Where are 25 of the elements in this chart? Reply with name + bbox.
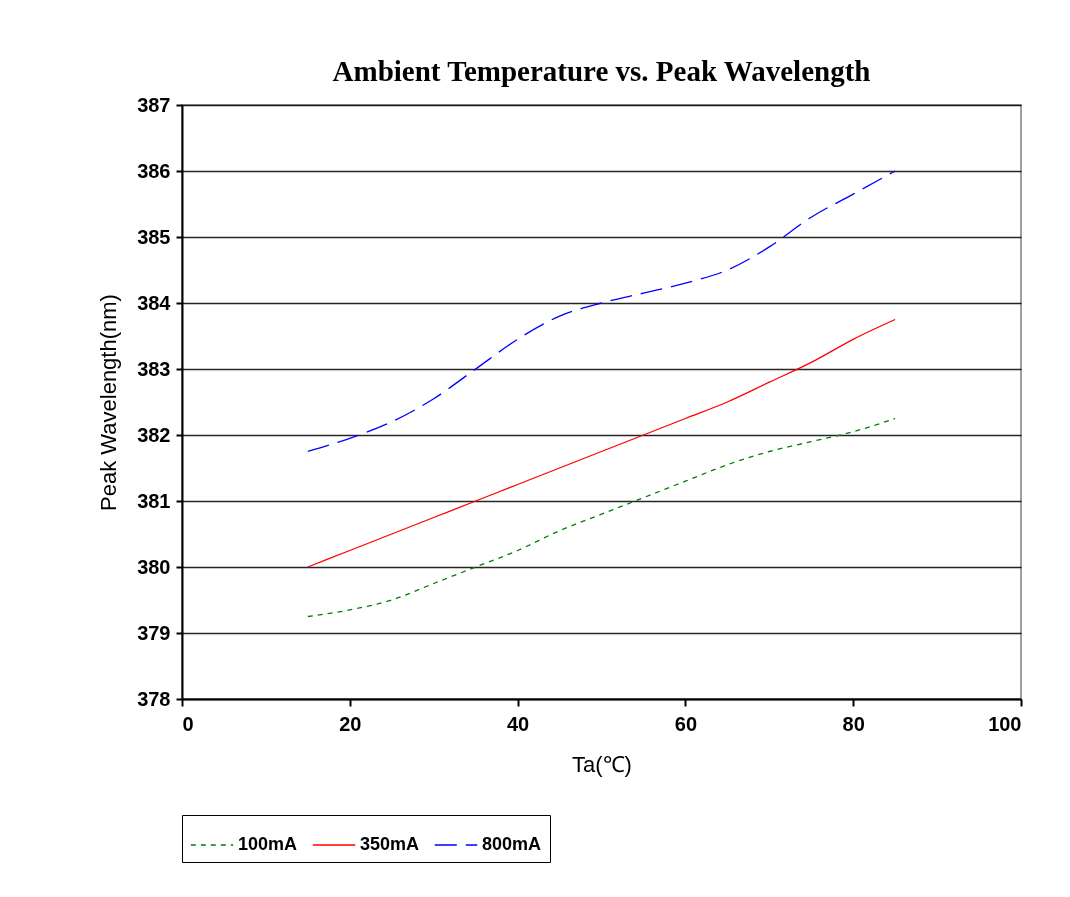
y-tick-label: 379 [137, 621, 171, 644]
line-series [307, 318, 896, 568]
y-tick-label: 387 [137, 93, 171, 116]
y-tick-label: 378 [137, 687, 171, 710]
y-tick-label: 382 [137, 423, 171, 446]
y-tick-label: 385 [137, 225, 171, 248]
x-tick-label: 80 [842, 712, 865, 735]
line-series [307, 417, 896, 618]
x-tick-label: 0 [182, 712, 194, 735]
x-tick-label: 100 [988, 712, 1022, 735]
legend-label: 800mA [482, 834, 542, 854]
y-tick-label: 383 [137, 357, 171, 380]
legend-label: 350mA [360, 834, 420, 854]
x-axis-title: Ta(℃) [572, 751, 632, 777]
y-tick-label: 386 [137, 159, 171, 182]
y-axis-title: Peak Wavelength(nm) [96, 294, 122, 511]
y-tick-label: 384 [137, 291, 172, 314]
chart-title: Ambient Temperature vs. Peak Wavelength [332, 55, 871, 87]
x-tick-label: 20 [339, 712, 362, 735]
x-tick-label: 60 [674, 712, 698, 735]
x-tick-label: 40 [506, 712, 530, 735]
y-tick-label: 381 [137, 489, 171, 512]
line-series [307, 170, 896, 453]
legend-label: 100mA [238, 834, 298, 854]
y-tick-label: 380 [137, 555, 171, 578]
